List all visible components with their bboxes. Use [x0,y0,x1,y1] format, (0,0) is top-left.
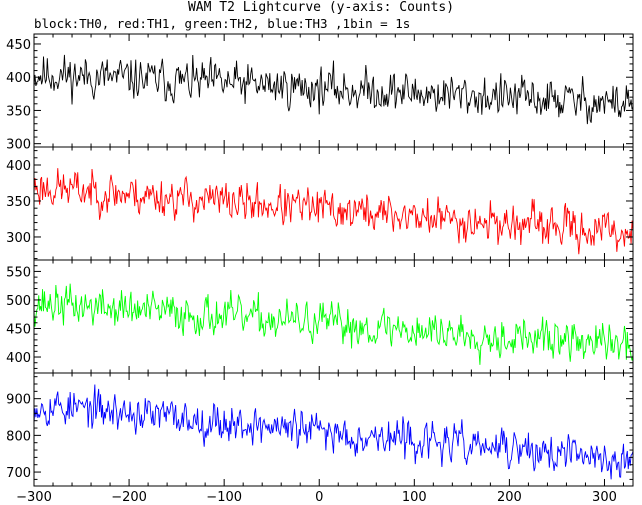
x-tick-label: −300 [16,490,52,505]
x-tick-label: 200 [497,490,522,505]
series-line-th3 [33,384,634,480]
y-tick-label: 700 [6,466,31,481]
panel-frame-th0 [33,33,634,148]
y-tick-label: 800 [6,429,31,444]
page-subtitle: block:TH0, red:TH1, green:TH2, blue:TH3 … [34,16,411,31]
y-tick-label: 900 [6,393,31,408]
y-tick-label: 400 [6,159,31,174]
x-tick-label: −100 [206,490,242,505]
x-tick-label: −200 [111,490,147,505]
y-tick-label: 400 [6,71,31,86]
page-title: WAM T2 Lightcurve (y-axis: Counts) [187,0,455,15]
y-tick-label: 550 [6,265,31,280]
y-tick-label: 450 [6,322,31,337]
y-tick-label: 500 [6,294,31,309]
x-tick-label: 0 [315,490,323,505]
y-tick-label: 400 [6,351,31,366]
y-tick-label: 300 [6,138,31,153]
y-tick-label: 350 [6,104,31,119]
x-tick-label: 300 [592,490,617,505]
series-line-th1 [33,168,634,255]
series-line-th2 [33,283,634,365]
y-tick-label: 450 [6,38,31,53]
y-tick-label: 300 [6,231,31,246]
panel-frame-th3 [33,372,634,487]
series-line-th0 [33,54,634,125]
x-tick-label: 100 [402,490,427,505]
y-tick-label: 350 [6,195,31,210]
